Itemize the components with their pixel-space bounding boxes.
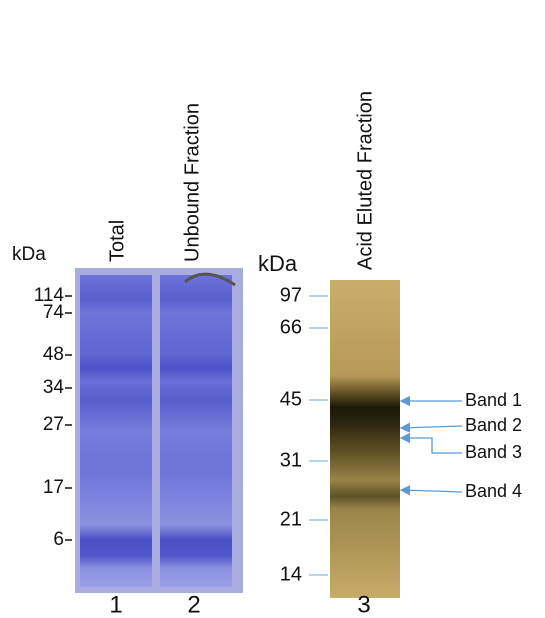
band-label: Band 3 xyxy=(465,442,522,462)
band-arrow xyxy=(401,438,462,453)
marker-label: 31 xyxy=(280,449,302,471)
lane-label: Acid Eluted Fraction xyxy=(354,91,376,270)
marker-label: 14 xyxy=(280,563,302,585)
marker-label: 74 xyxy=(43,302,65,323)
band-label: Band 1 xyxy=(465,390,522,410)
lane-number: 1 xyxy=(109,591,122,618)
unit-label: kDa xyxy=(258,251,298,276)
marker-label: 45 xyxy=(280,388,302,410)
gel-lane xyxy=(160,275,232,587)
unit-label: kDa xyxy=(12,244,46,265)
lane-label: Total xyxy=(106,220,128,262)
marker-label: 34 xyxy=(43,377,65,398)
band-arrow xyxy=(401,426,462,428)
gel-lane xyxy=(330,280,400,598)
marker-label: 48 xyxy=(43,344,64,365)
marker-label: 97 xyxy=(280,284,302,306)
marker-label: 6 xyxy=(53,529,64,550)
lane-number: 3 xyxy=(357,591,370,618)
marker-label: 66 xyxy=(280,316,302,338)
marker-label: 17 xyxy=(43,477,64,498)
lane-number: 2 xyxy=(187,591,200,618)
marker-label: 21 xyxy=(280,508,302,530)
figure: kDa 1 14 74 48 34 27 17 6 Total Unbound F… xyxy=(0,0,545,618)
gel-lane xyxy=(80,275,152,587)
lane-label: Unbound Fraction xyxy=(181,103,203,262)
band-arrow xyxy=(401,490,462,492)
band-label: Band 4 xyxy=(465,481,522,501)
marker-label: 27 xyxy=(43,414,64,435)
band-label: Band 2 xyxy=(465,415,522,435)
